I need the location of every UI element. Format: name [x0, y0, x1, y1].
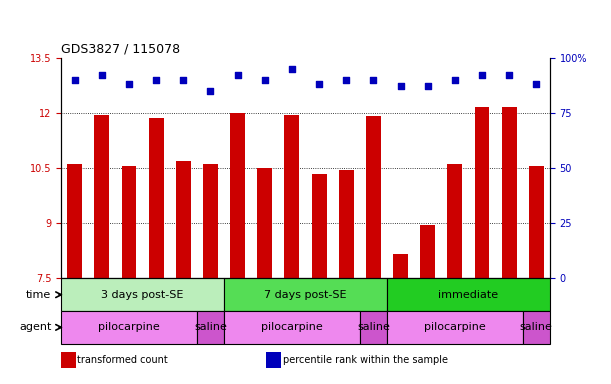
Bar [338, 170, 354, 278]
Point [178, 77, 188, 83]
Point [97, 72, 107, 78]
Bar [203, 164, 218, 278]
Text: 3 days post-SE: 3 days post-SE [101, 290, 184, 300]
Point [124, 81, 134, 87]
Bar [387, 311, 523, 344]
Text: GDS3827 / 115078: GDS3827 / 115078 [61, 42, 180, 55]
Bar [257, 168, 273, 278]
Point [532, 81, 541, 87]
Bar [224, 311, 360, 344]
Point [152, 77, 161, 83]
Text: saline: saline [194, 322, 227, 333]
Point [260, 77, 269, 83]
Text: immediate: immediate [438, 290, 499, 300]
Bar [61, 352, 76, 368]
Bar [523, 311, 550, 344]
Bar [447, 164, 463, 278]
Text: agent: agent [19, 322, 51, 333]
Point [70, 77, 79, 83]
Point [504, 72, 514, 78]
Point [205, 88, 215, 94]
Bar [224, 278, 387, 311]
Bar [420, 225, 435, 278]
Point [287, 66, 297, 72]
Bar [266, 352, 281, 368]
Point [314, 81, 324, 87]
Point [233, 72, 243, 78]
Bar [393, 255, 408, 278]
Bar [197, 311, 224, 344]
Text: pilocarpine: pilocarpine [98, 322, 160, 333]
Bar [61, 311, 197, 344]
Bar [285, 115, 299, 278]
Bar [502, 107, 517, 278]
Bar [230, 113, 245, 278]
Bar [148, 118, 164, 278]
Point [450, 77, 459, 83]
Point [368, 77, 378, 83]
Text: saline: saline [520, 322, 553, 333]
Bar [529, 166, 544, 278]
Bar [475, 107, 489, 278]
Text: time: time [26, 290, 51, 300]
Bar [122, 166, 136, 278]
Bar [67, 164, 82, 278]
Point [396, 83, 406, 89]
Bar [61, 278, 224, 311]
Text: pilocarpine: pilocarpine [261, 322, 323, 333]
Bar [176, 161, 191, 278]
Bar [360, 311, 387, 344]
Bar [312, 174, 326, 278]
Bar [94, 115, 109, 278]
Text: transformed count: transformed count [77, 355, 168, 365]
Point [342, 77, 351, 83]
Text: percentile rank within the sample: percentile rank within the sample [282, 355, 447, 365]
Bar [366, 116, 381, 278]
Text: saline: saline [357, 322, 390, 333]
Text: pilocarpine: pilocarpine [424, 322, 486, 333]
Text: 7 days post-SE: 7 days post-SE [264, 290, 347, 300]
Bar [387, 278, 550, 311]
Point [423, 83, 433, 89]
Point [477, 72, 487, 78]
